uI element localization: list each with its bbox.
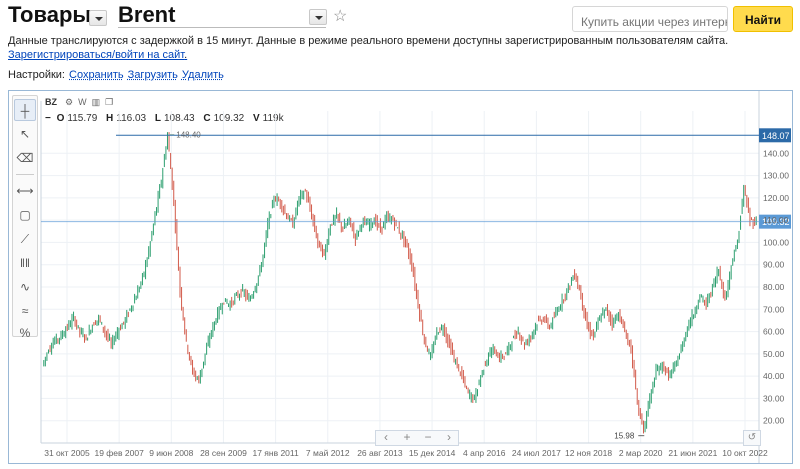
x-tick-label: 12 ноя 2018 (565, 448, 612, 458)
settings-bar: Настройки: Сохранить Загрузить Удалить (8, 69, 224, 81)
open-label: O (56, 113, 65, 124)
y-tick-label: 20.00 (763, 416, 785, 426)
period-selector[interactable]: W (78, 97, 87, 107)
chart-ticker-bar: BZ ⚙ W ▥ ❐ (45, 97, 118, 108)
price-level-label: 109.32 (762, 217, 790, 227)
copy-icon[interactable]: ❐ (105, 97, 114, 107)
price-level-badge (759, 214, 791, 229)
x-tick-label: 9 июн 2008 (149, 448, 193, 458)
drawing-toolbar: ┼ ↖ ⌫ ⟷ ▢ ⟋ ‖‖ ∿ ≈ % (12, 95, 38, 340)
ticker-symbol[interactable]: BZ (45, 97, 57, 107)
low-value: 108.43 (164, 113, 195, 124)
annotation-high-label: 148.40 (176, 131, 201, 140)
rectangle-icon[interactable]: ▢ (19, 208, 31, 222)
register-suffix: . (184, 49, 188, 61)
indicators-icon[interactable]: ▥ (91, 97, 101, 107)
trendline-icon[interactable]: ⟋ (20, 232, 30, 246)
cursor-icon[interactable]: ↖ (19, 127, 31, 141)
line-icon[interactable]: ⟷ (16, 184, 34, 198)
x-tick-label: 10 окт 2022 (722, 448, 768, 458)
y-tick-label: 130.00 (763, 171, 789, 181)
crosshair-icon[interactable]: ┼ (14, 99, 36, 121)
zoom-in-button[interactable]: + (403, 430, 411, 444)
y-tick-label: 50.00 (763, 349, 785, 359)
open-value: 115.79 (67, 113, 98, 124)
low-label: L (154, 113, 161, 124)
y-tick-label: 40.00 (763, 371, 785, 381)
percent-icon[interactable]: % (19, 326, 31, 340)
chart-navigation: ‹ + − › (375, 430, 459, 446)
vertical-lines-icon[interactable]: ‖‖ (20, 256, 30, 270)
volume-label: V (252, 113, 260, 124)
scroll-right-button[interactable]: › (447, 430, 451, 444)
load-link[interactable]: Загрузить (127, 69, 178, 81)
register-link[interactable]: Зарегистрироваться/войти на сайт (8, 49, 185, 61)
y-tick-label: 100.00 (763, 237, 789, 247)
price-level-label: 148.07 (762, 131, 790, 141)
high-label: H (106, 113, 114, 124)
section-title: Товары (8, 2, 92, 27)
settings-label: Настройки: (8, 69, 65, 81)
y-tick-label: 80.00 (763, 282, 785, 292)
instrument-select[interactable]: Brent (118, 2, 326, 28)
price-chart[interactable]: 148.07 109.32 20.00 30.00 40.00 50.00 60.00 70.… (9, 91, 792, 463)
save-link[interactable]: Сохранить (69, 69, 124, 81)
x-tick-label: 31 окт 2005 (44, 448, 90, 458)
x-tick-label: 7 май 2012 (306, 448, 350, 458)
instrument-dropdown-button[interactable] (309, 9, 327, 25)
toolbar-divider (16, 174, 34, 175)
settings-gear-icon[interactable]: ⚙ (65, 97, 74, 107)
y-tick-label: 90.00 (763, 260, 785, 270)
page-header: Товары Brent ☆ Найти (0, 0, 800, 36)
ohlc-readout: − O 115.79 H 116.03 L 108.43 C 109.32 V 119k (45, 113, 290, 124)
scroll-left-button[interactable]: ‹ (384, 430, 388, 444)
annotation-low-label: 15.98 (614, 432, 635, 441)
close-label: C (203, 113, 211, 124)
x-tick-label: 15 дек 2014 (409, 448, 456, 458)
collapse-icon[interactable]: − (45, 113, 51, 124)
x-tick-label: 17 янв 2011 (252, 448, 299, 458)
x-tick-label: 2 мар 2020 (619, 448, 663, 458)
volume-value: 119k (262, 113, 284, 124)
indicator-icon[interactable]: ≈ (21, 304, 29, 318)
x-tick-label: 28 сен 2009 (200, 448, 247, 458)
x-tick-label: 24 июл 2017 (512, 448, 561, 458)
y-tick-label: 60.00 (763, 327, 785, 337)
delay-notice: Данные транслируются с задержкой в 15 ми… (8, 35, 729, 47)
register-link-line: Зарегистрироваться/войти на сайт. (8, 49, 187, 61)
zoom-out-button[interactable]: − (424, 430, 432, 444)
find-button[interactable]: Найти (733, 6, 793, 32)
wave-icon[interactable]: ∿ (19, 280, 31, 294)
star-icon[interactable]: ☆ (333, 8, 348, 25)
y-tick-label: 30.00 (763, 393, 785, 403)
y-tick-label: 120.00 (763, 193, 789, 203)
y-tick-label: 140.00 (763, 148, 789, 158)
eraser-icon[interactable]: ⌫ (16, 151, 34, 165)
y-tick-label: 70.00 (763, 304, 785, 314)
x-tick-label: 21 июн 2021 (668, 448, 717, 458)
section-dropdown-button[interactable] (89, 10, 107, 26)
close-value: 109.32 (213, 113, 245, 124)
reset-zoom-button[interactable]: ↺ (743, 430, 761, 446)
y-tick-label: 110.00 (763, 215, 789, 225)
buy-shares-input[interactable] (572, 6, 728, 32)
high-value: 116.03 (116, 113, 147, 124)
x-tick-label: 19 фев 2007 (94, 448, 144, 458)
x-tick-label: 4 апр 2016 (463, 448, 506, 458)
price-level-badge (759, 128, 791, 143)
x-tick-label: 26 авг 2013 (357, 448, 403, 458)
delete-link[interactable]: Удалить (181, 69, 224, 81)
